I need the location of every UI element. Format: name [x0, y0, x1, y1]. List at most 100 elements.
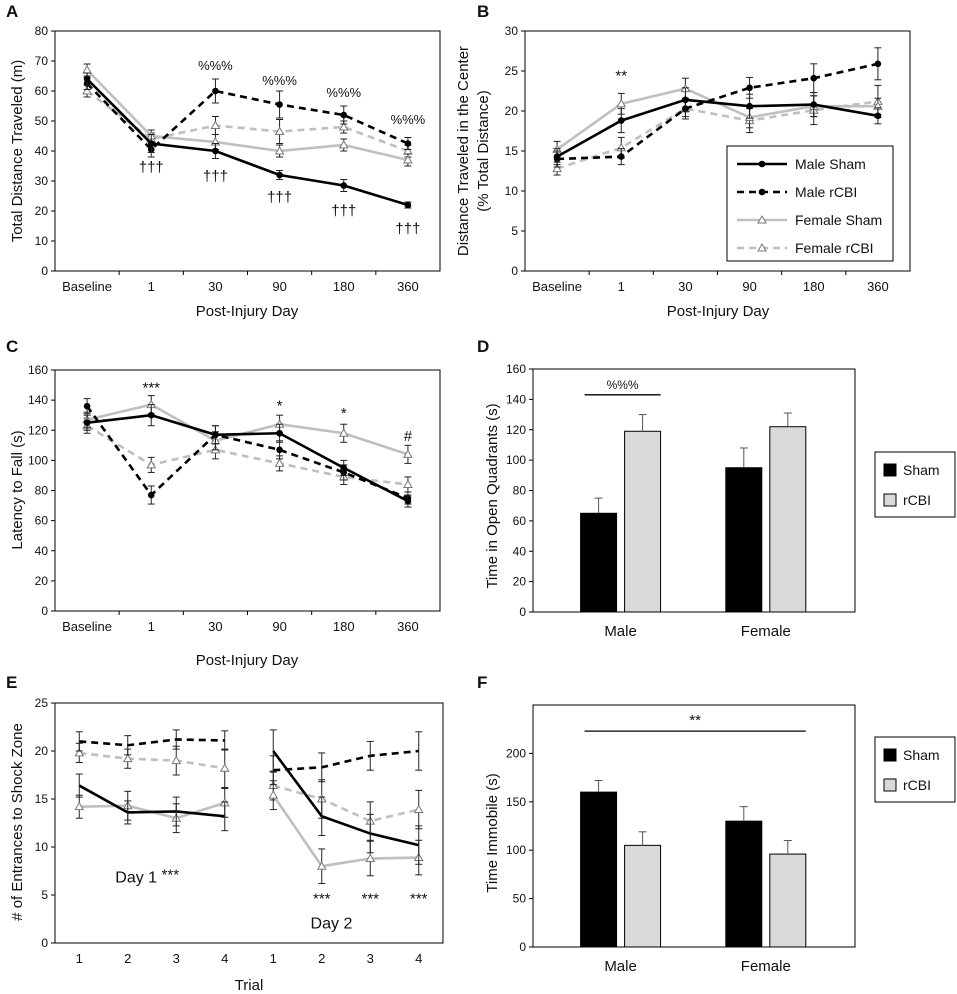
- panel-e-annotation: ***: [410, 891, 428, 908]
- panel-c-male-sham-point: [147, 411, 155, 419]
- panel-e-x-tick-label: 4: [415, 951, 422, 966]
- panel-a-male-sham-point: [276, 171, 283, 179]
- panel-a-male-rcbi-point: [276, 101, 283, 108]
- panel-a-annotation: †††: [267, 189, 292, 206]
- panel-c-annotation: #: [404, 428, 413, 445]
- panel-f-legend-label-sham: Sham: [903, 747, 940, 763]
- panel-c-x-tick-label: Baseline: [62, 619, 112, 634]
- panel-c-y-tick-label: 80: [35, 484, 49, 498]
- panel-d-y-tick-label: 60: [513, 514, 527, 528]
- panel-e-ylabel: # of Entrances to Shock Zone: [9, 723, 26, 921]
- panel-c-x-tick-label: 1: [148, 619, 155, 634]
- panel-c-x-tick-label: 180: [333, 619, 355, 634]
- panel-c-male-sham-point: [212, 431, 219, 439]
- panel-d-y-tick-label: 40: [513, 544, 527, 558]
- panel-c-annotation: *: [277, 398, 283, 415]
- panel-b-legend-male-sham-point: [758, 160, 766, 168]
- panel-c-female-sham-point: [338, 428, 349, 437]
- panel-b-male-sham-point: [746, 102, 753, 110]
- panel-c-female-rcbi-point: [403, 479, 413, 488]
- panel-e-y-tick-label: 25: [35, 696, 49, 710]
- panel-f-legend-swatch-rcbi: [883, 778, 897, 792]
- panel-f-ylabel: Time Immobile (s): [484, 773, 501, 892]
- panel-c-female-sham-point: [403, 449, 413, 458]
- panel-e-y-tick-label: 10: [35, 840, 49, 854]
- panel-e-day2-male-rcbi-line: [273, 749, 419, 772]
- panel-a-male-sham-point: [340, 182, 348, 189]
- panel-letter-f: F: [477, 673, 487, 692]
- panel-b-y-tick-label: 25: [505, 64, 519, 78]
- panel-e-y-tick-label: 0: [41, 936, 48, 950]
- panel-e-x-tick-label: 1: [76, 951, 83, 966]
- panel-a-female-rcbi-point: [210, 120, 221, 129]
- panel-f-category-label: Male: [604, 958, 637, 975]
- panel-b-legend-female-sham-label: Female Sham: [795, 212, 882, 228]
- panel-a-female-sham-point: [338, 139, 349, 149]
- panel-b-legend-male-rcbi-point: [758, 188, 766, 196]
- panel-e-day1-female-sham-point: [74, 801, 85, 811]
- panel-e-day1-female-rcbi-line: [79, 751, 225, 770]
- panel-a-x-tick-label: 30: [208, 279, 222, 294]
- panel-a-ylabel: Total Distance Traveled (m): [9, 60, 26, 243]
- panel-e-day1-male-sham-line: [78, 784, 225, 818]
- panel-a-x-tick-label: 360: [397, 279, 419, 294]
- panel-d-bar-sham: [725, 467, 763, 613]
- panel-e-x-tick-label: 3: [367, 951, 374, 966]
- panel-f-significance-label: **: [689, 712, 701, 729]
- panel-a-y-tick-label: 50: [35, 114, 49, 128]
- panel-b-male-sham-point: [682, 96, 689, 104]
- panel-d-legend-swatch-rcbi: [883, 493, 897, 507]
- panel-b-x-tick-label: 30: [678, 279, 692, 294]
- panel-b-x-tick-label: 90: [742, 279, 756, 294]
- panel-e-x-tick-label: 2: [318, 951, 325, 966]
- panel-a-male-rcbi-point: [212, 87, 219, 95]
- panel-e-day2-male-sham-line: [272, 750, 420, 847]
- panel-d-y-tick-label: 160: [506, 362, 526, 376]
- panel-e-x-tick-label: 2: [124, 951, 131, 966]
- panel-e-day2-female-sham-point: [316, 861, 327, 870]
- panel-d-y-tick-label: 120: [506, 423, 526, 437]
- panel-e-day2-female-rcbi-line: [272, 784, 420, 823]
- panel-a-y-tick-label: 80: [35, 24, 49, 38]
- panel-f-bar-rcbi: [624, 844, 662, 948]
- panel-e-x-tick-label: 1: [270, 951, 277, 966]
- panel-f-bar-sham: [725, 820, 763, 948]
- panel-f-legend-swatch-sham: [883, 748, 897, 762]
- panel-f-y-tick-label: 150: [506, 795, 526, 809]
- panel-c-line-chart: 0 20 40 60 80 100 120 140 160 Baseline 1 30 90 180 360…: [28, 363, 441, 634]
- panel-a-female-sham-point: [274, 145, 285, 155]
- panel-a-male-sham-point: [83, 75, 91, 83]
- panel-e-x-tick-label: 4: [221, 951, 228, 966]
- panel-c-male-rcbi-line: [86, 405, 409, 500]
- panel-c-y-tick-label: 120: [28, 423, 48, 437]
- panel-b-y-tick-label: 10: [505, 184, 519, 198]
- panel-b-legend-female-sham-point: [757, 214, 767, 224]
- panel-c-annotation: ***: [142, 380, 160, 397]
- panel-e-day1-female-rcbi-point: [171, 755, 182, 765]
- panel-c-female-rcbi-point: [274, 458, 285, 467]
- panel-b-y-tick-label: 30: [505, 24, 519, 38]
- panel-b-legend-male-sham-label: Male Sham: [795, 156, 866, 172]
- panel-f-y-tick-label: 50: [513, 892, 527, 906]
- panel-d-significance-label: %%%: [607, 378, 639, 392]
- panel-e-day2-female-sham-point: [365, 853, 376, 863]
- panel-a-female-sham-point: [403, 154, 413, 164]
- panel-a-male-rcbi-line: [86, 82, 409, 152]
- panel-c-x-tick-label: 360: [397, 619, 419, 634]
- panel-a-y-tick-label: 0: [41, 264, 48, 278]
- panel-e-plot-area: [54, 702, 444, 944]
- panel-e-day1-female-rcbi-point: [74, 747, 85, 757]
- panel-b-male-sham-point: [810, 101, 818, 108]
- panel-b-female-sham-point: [616, 98, 627, 108]
- panel-letter-b: B: [477, 2, 489, 21]
- panel-b-female-rcbi-point: [552, 163, 562, 173]
- panel-d-category-label: Male: [604, 623, 637, 640]
- panel-e-day2-female-sham-line: [272, 794, 419, 868]
- panel-c-male-rcbi-point: [83, 402, 91, 410]
- panel-a-y-tick-label: 70: [35, 54, 49, 68]
- panel-b-male-sham-point: [617, 117, 625, 124]
- panel-e-day2-female-rcbi-point: [413, 804, 424, 814]
- panel-b-x-tick-label: 180: [803, 279, 825, 294]
- panel-d-category-label: Female: [741, 623, 791, 640]
- panel-e-day1-significance: ***: [162, 867, 180, 884]
